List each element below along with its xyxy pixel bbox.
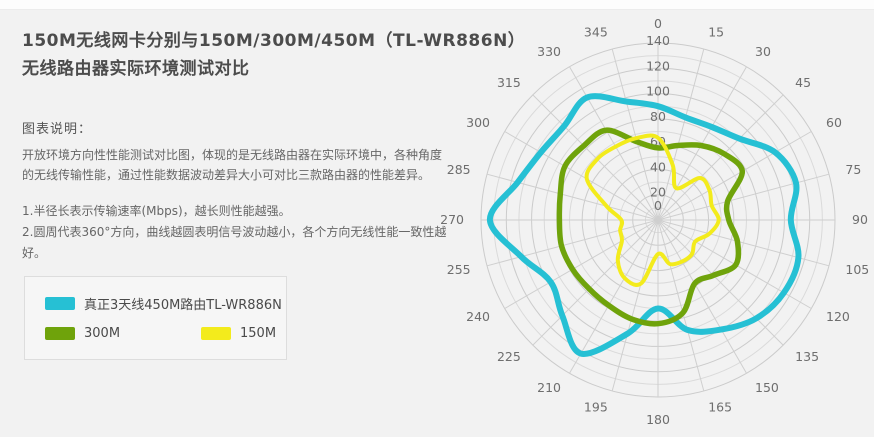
angle-axis-label: 135 bbox=[795, 349, 819, 364]
angle-axis-label: 45 bbox=[795, 75, 811, 90]
legend-item-150m: 150M bbox=[201, 326, 276, 341]
angle-axis-label: 0 bbox=[654, 16, 662, 31]
polar-grid-spoke bbox=[657, 219, 705, 392]
angle-axis-label: 315 bbox=[497, 75, 521, 90]
legend-item-450m: 真正3天线450M路由TL-WR886N bbox=[45, 294, 282, 313]
polar-grid-spoke bbox=[569, 66, 659, 221]
angle-axis-label: 165 bbox=[708, 399, 732, 414]
series-curve-450m-tl-wr886n bbox=[486, 93, 802, 357]
legend-swatch-450m-icon bbox=[45, 297, 75, 310]
page-title-line2: 无线路由器实际环境测试对比 bbox=[22, 59, 250, 79]
polar-grid-spoke bbox=[657, 131, 812, 221]
radial-axis-label: 140 bbox=[646, 33, 670, 48]
angle-axis-label: 180 bbox=[646, 412, 670, 427]
angle-axis-label: 240 bbox=[466, 309, 490, 324]
polar-grid-spoke bbox=[657, 48, 705, 221]
radial-axis-label: 40 bbox=[650, 159, 666, 174]
polar-grid-spoke bbox=[657, 219, 784, 346]
angle-axis-label: 60 bbox=[826, 115, 842, 130]
legend-swatch-300m-icon bbox=[45, 327, 75, 340]
polar-grid-spoke bbox=[657, 173, 830, 221]
polar-grid-spoke bbox=[532, 94, 659, 221]
radial-axis-label: 0 bbox=[654, 198, 662, 213]
series-curve-300m bbox=[556, 127, 746, 327]
angle-axis-label: 210 bbox=[537, 380, 561, 395]
page-title-line1: 150M无线网卡分别与150M/300M/450M（TL-WR886N） bbox=[22, 31, 526, 51]
polar-grid-spoke bbox=[486, 219, 659, 267]
description-note2: 2.圆周代表360°方向，曲线越圆表明信号波动越小，各个方向无线性能一致性越好。 bbox=[22, 225, 447, 260]
polar-grid-spoke bbox=[657, 94, 784, 221]
polar-grid-spoke bbox=[504, 131, 659, 221]
angle-axis-label: 90 bbox=[852, 212, 868, 227]
description-notes: 1.半径长表示传输速率(Mbps)，越长则性能越强。 2.圆周代表360°方向，… bbox=[22, 201, 452, 264]
description-body: 开放环境方向性性能测试对比图，体现的是无线路由器在实际环境中，各种角度 的无线传… bbox=[22, 145, 442, 185]
top-strip bbox=[0, 0, 874, 10]
polar-grid-spoke bbox=[611, 48, 659, 221]
description-note1: 1.半径长表示传输速率(Mbps)，越长则性能越强。 bbox=[22, 204, 291, 218]
chart-legend: 真正3天线450M路由TL-WR886N 300M 150M bbox=[24, 276, 287, 360]
angle-axis-label: 150 bbox=[755, 380, 779, 395]
angle-axis-label: 75 bbox=[845, 162, 861, 177]
angle-axis-label: 330 bbox=[537, 44, 561, 59]
polar-grid-spoke bbox=[504, 219, 659, 309]
angle-axis-label: 300 bbox=[466, 115, 490, 130]
polar-grid-spoke bbox=[569, 219, 659, 374]
polar-grid-spoke bbox=[486, 173, 659, 221]
angle-axis-label: 270 bbox=[440, 212, 464, 227]
angle-axis-label: 15 bbox=[708, 25, 724, 40]
polar-grid-spoke bbox=[657, 219, 747, 374]
radial-axis-label: 20 bbox=[650, 185, 666, 200]
page-title: 150M无线网卡分别与150M/300M/450M（TL-WR886N） 无线路… bbox=[22, 27, 526, 83]
angle-axis-label: 195 bbox=[584, 399, 608, 414]
legend-item-300m: 300M bbox=[45, 326, 120, 341]
radial-axis-label: 100 bbox=[646, 84, 670, 99]
angle-axis-label: 120 bbox=[826, 309, 850, 324]
angle-axis-label: 285 bbox=[447, 162, 471, 177]
description-body-line1: 开放环境方向性性能测试对比图，体现的是无线路由器在实际环境中，各种角度 bbox=[22, 148, 443, 162]
legend-label-450m: 真正3天线450M路由TL-WR886N bbox=[84, 298, 282, 313]
angle-axis-label: 105 bbox=[845, 262, 869, 277]
angle-axis-label: 345 bbox=[584, 25, 608, 40]
series-curve-150m bbox=[584, 133, 721, 287]
polar-grid-spoke bbox=[532, 219, 659, 346]
legend-swatch-150m-icon bbox=[201, 327, 231, 340]
angle-axis-label: 255 bbox=[447, 262, 471, 277]
radial-axis-label: 120 bbox=[646, 58, 670, 73]
polar-grid-spoke bbox=[611, 219, 659, 392]
description-body-line2: 的无线传输性能，通过性能数据波动差异大小可对比三款路由器的性能差异。 bbox=[22, 168, 431, 182]
angle-axis-label: 30 bbox=[755, 44, 771, 59]
legend-label-300m: 300M bbox=[84, 326, 121, 341]
description-heading: 图表说明： bbox=[22, 122, 93, 137]
radial-axis-label: 80 bbox=[650, 109, 666, 124]
legend-label-150m: 150M bbox=[240, 326, 277, 341]
angle-axis-label: 225 bbox=[497, 349, 521, 364]
